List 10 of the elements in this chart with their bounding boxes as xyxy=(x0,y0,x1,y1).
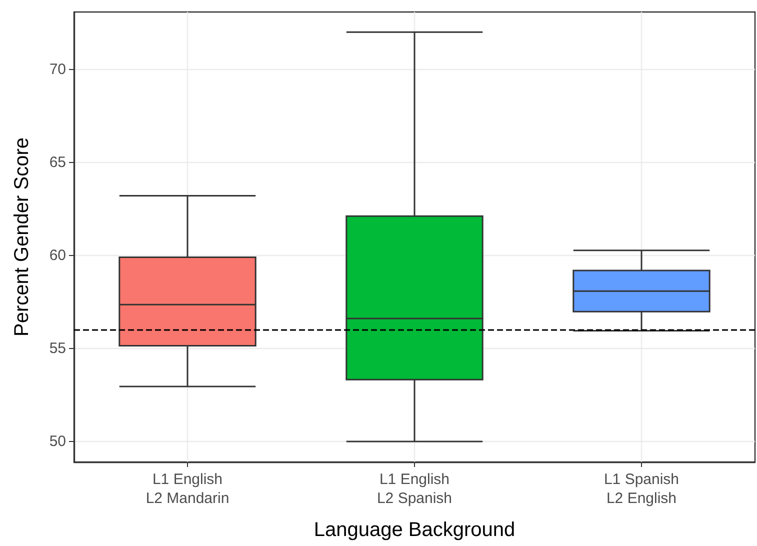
x-axis-title: Language Background xyxy=(314,519,516,541)
y-tick-label: 55 xyxy=(49,340,66,358)
x-tick-label: L1 English L2 Spanish xyxy=(376,471,452,507)
y-tick-label: 60 xyxy=(49,247,66,264)
y-axis-title: Percent Gender Score xyxy=(11,138,33,336)
x-tick-label: L1 Spanish L2 English xyxy=(604,471,680,507)
y-tick-label: 50 xyxy=(49,433,66,450)
y-tick-label: 65 xyxy=(49,154,66,172)
x-tick-label: L1 English L2 Mandarin xyxy=(146,471,230,507)
y-tick-label: 70 xyxy=(49,61,66,78)
